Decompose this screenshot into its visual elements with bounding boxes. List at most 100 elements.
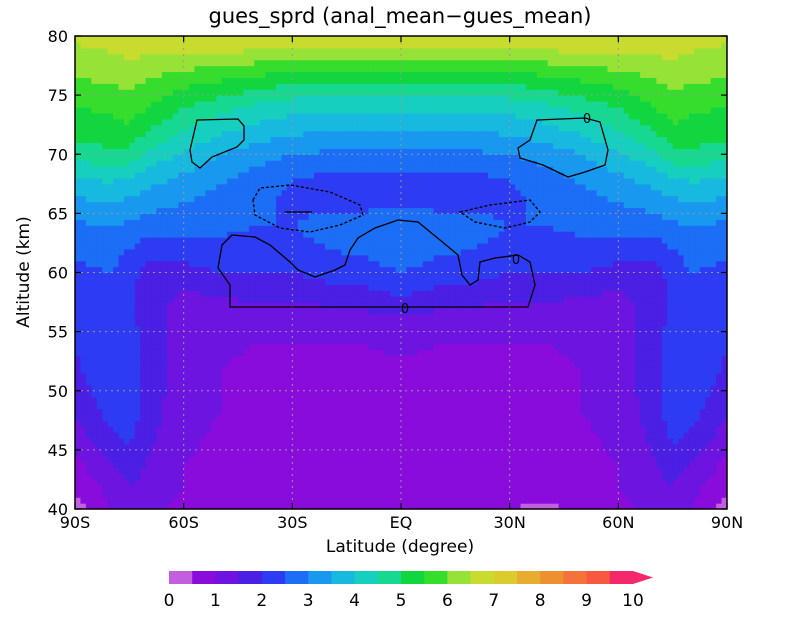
contour-cell — [352, 313, 359, 321]
contour-cell — [210, 355, 217, 362]
contour-cell — [134, 337, 141, 345]
contour-cell — [585, 266, 592, 274]
contour-cell — [335, 331, 342, 339]
contour-cell — [254, 378, 261, 386]
contour-cell — [553, 420, 560, 427]
contour-cell — [705, 325, 712, 333]
contour-cell — [444, 438, 451, 445]
contour-cell — [259, 302, 266, 309]
contour-cell — [602, 426, 609, 433]
contour-cell — [672, 331, 679, 339]
contour-cell — [308, 390, 315, 398]
contour-cell — [455, 331, 462, 339]
contour-cell — [471, 337, 478, 345]
contour-cell — [362, 473, 369, 481]
contour-cell — [107, 420, 114, 427]
contour-cell — [156, 307, 163, 315]
contour-cell — [531, 408, 538, 415]
contour-cell — [411, 266, 418, 274]
contour-cell — [395, 266, 402, 274]
contour-cell — [308, 408, 315, 415]
contour-cell — [688, 337, 695, 345]
contour-cell — [558, 420, 565, 427]
contour-cell — [91, 455, 98, 463]
contour-cell — [286, 479, 293, 486]
contour-cell — [281, 378, 288, 386]
contour-cell — [324, 361, 331, 368]
contour-cell — [547, 467, 554, 475]
contour-cell — [118, 426, 125, 433]
contour-cell — [161, 479, 168, 486]
contour-cell — [107, 290, 114, 297]
contour-cell — [85, 349, 92, 356]
contour-cell — [113, 408, 120, 415]
contour-cell — [531, 467, 538, 475]
contour-cell — [645, 307, 652, 315]
contour-cell — [210, 420, 217, 427]
contour-cell — [384, 426, 391, 433]
contour-cell — [487, 367, 494, 374]
contour-cell — [688, 503, 695, 509]
contour-cell — [156, 373, 163, 380]
contour-cell — [145, 343, 152, 350]
contour-cell — [199, 319, 206, 327]
contour-cell — [189, 272, 196, 280]
contour-cell — [96, 355, 103, 362]
contour-cell — [303, 497, 310, 504]
contour-cell — [618, 420, 625, 427]
contour-cell — [634, 367, 641, 374]
contour-cell — [493, 485, 500, 492]
contour-cell — [466, 307, 473, 315]
contour-cell — [384, 302, 391, 309]
contour-cell — [199, 443, 206, 451]
contour-cell — [362, 432, 369, 439]
contour-cell — [357, 272, 364, 280]
contour-cell — [678, 373, 685, 380]
contour-cell — [602, 331, 609, 339]
contour-cell — [569, 319, 576, 327]
contour-cell — [319, 443, 326, 451]
contour-cell — [183, 443, 190, 451]
contour-cell — [569, 473, 576, 481]
contour-cell — [477, 296, 484, 303]
contour-cell — [558, 331, 565, 339]
contour-cell — [145, 361, 152, 368]
contour-cell — [661, 302, 668, 309]
contour-cell — [308, 497, 315, 504]
contour-cell — [330, 343, 337, 350]
contour-cell — [667, 343, 674, 350]
contour-cell — [564, 349, 571, 356]
contour-cell — [640, 337, 647, 345]
contour-cell — [199, 449, 206, 457]
contour-cell — [292, 408, 299, 415]
contour-cell — [281, 290, 288, 297]
contour-cell — [607, 467, 614, 475]
contour-cell — [189, 266, 196, 274]
contour-cell — [346, 402, 353, 410]
contour-cell — [292, 343, 299, 350]
contour-cell — [477, 420, 484, 427]
contour-cell — [248, 302, 255, 309]
contour-cell — [80, 378, 87, 386]
contour-cell — [156, 408, 163, 415]
contour-cell — [688, 307, 695, 315]
contour-cell — [341, 467, 348, 475]
contour-cell — [221, 313, 228, 321]
contour-cell — [623, 497, 630, 504]
contour-cell — [324, 402, 331, 410]
contour-cell — [569, 361, 576, 368]
contour-cell — [286, 278, 293, 285]
contour-cell — [645, 337, 652, 345]
contour-cell — [395, 485, 402, 492]
contour-cell — [591, 432, 598, 439]
contour-cell — [140, 449, 147, 457]
contour-cell — [145, 402, 152, 410]
contour-cell — [248, 272, 255, 280]
contour-cell — [145, 473, 152, 481]
contour-cell — [536, 414, 543, 421]
contour-cell — [428, 402, 435, 410]
contour-cell — [428, 373, 435, 380]
contour-cell — [96, 402, 103, 410]
contour-cell — [667, 414, 674, 421]
contour-cell — [254, 402, 261, 410]
